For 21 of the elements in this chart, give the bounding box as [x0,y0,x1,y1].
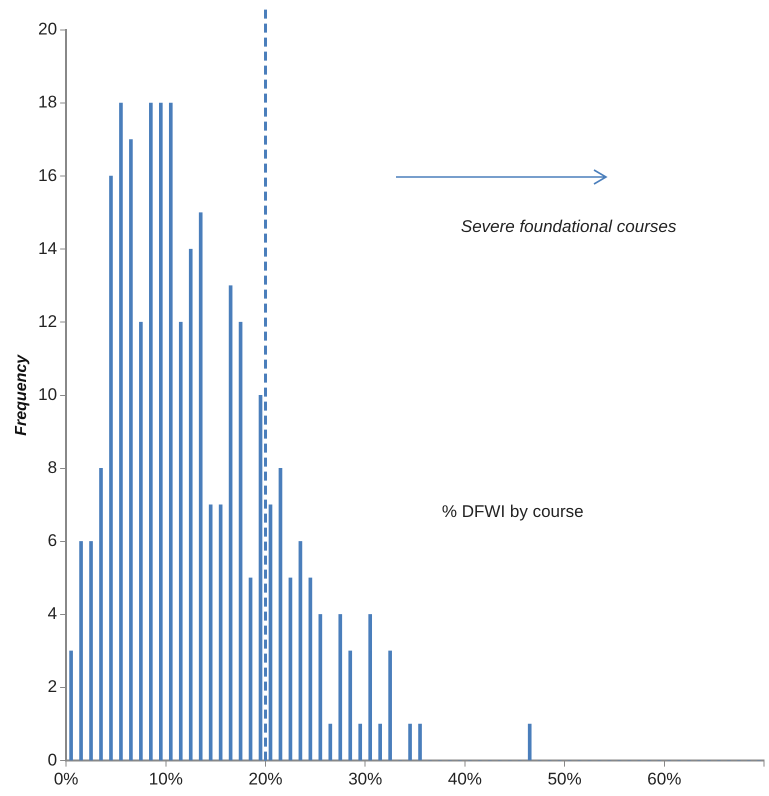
y-axis-title: Frequency [13,354,30,436]
x-tick-label: 60% [647,769,682,788]
y-tick-label: 4 [48,604,58,624]
y-tick-label: 18 [38,92,58,112]
y-tick-label: 2 [48,677,58,696]
y-tick-label: 20 [38,20,58,39]
y-tick-label: 16 [38,166,58,185]
annotation: % DFWI by course [442,502,584,521]
x-tick-label: 50% [548,769,582,788]
annotation: Severe foundational courses [460,216,677,236]
y-tick-label: 14 [38,238,58,258]
y-tick-label: 0 [48,750,58,770]
y-tick-label: 12 [38,312,58,331]
y-tick-label: 10 [38,384,58,404]
x-tick-label: 30% [348,769,382,788]
x-tick-label: 10% [148,769,183,788]
x-tick-label: 40% [448,769,482,788]
y-tick-label: 8 [48,458,58,478]
y-tick-label: 6 [48,531,58,550]
x-tick-label: 0% [54,769,78,788]
x-tick-label: 20% [248,769,283,788]
